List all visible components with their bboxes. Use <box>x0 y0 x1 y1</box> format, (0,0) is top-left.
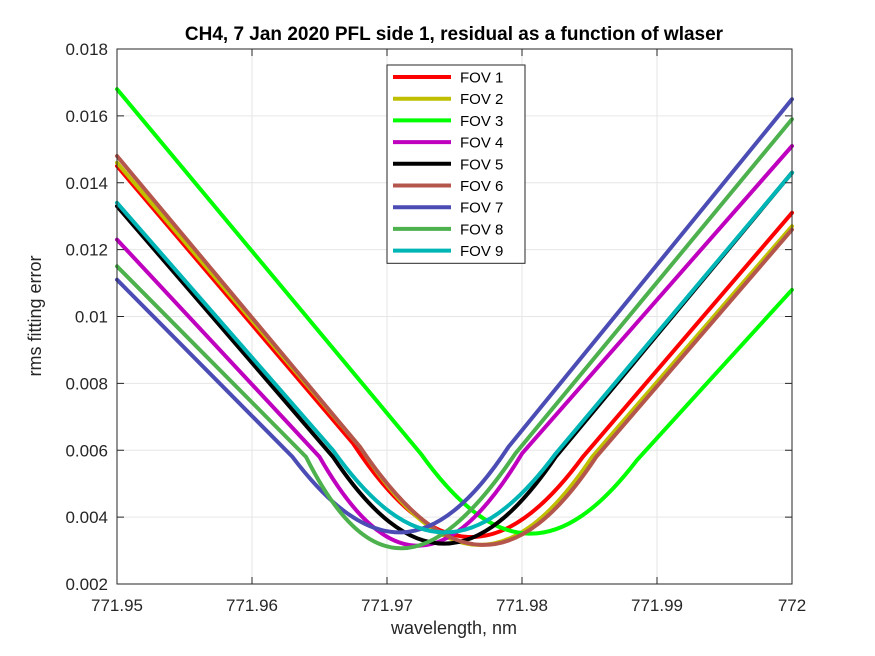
legend-label: FOV 5 <box>460 156 503 173</box>
legend: FOV 1 FOV 2 FOV 3 FOV 4 FOV 5 FOV 6 FOV 7 FOV 8… <box>386 64 526 264</box>
series-line-fov-8 <box>115 117 794 551</box>
series-layer <box>115 87 794 551</box>
legend-label: FOV 8 <box>460 221 503 238</box>
series-line-fov-3 <box>115 87 794 536</box>
y-tick-label: 0.016 <box>65 107 108 126</box>
legend-label: FOV 7 <box>460 200 503 217</box>
x-tick-label: 771.97 <box>361 596 413 615</box>
legend-label: FOV 4 <box>460 135 503 152</box>
legend-label: FOV 3 <box>460 113 503 130</box>
series-line-fov-7 <box>115 97 794 535</box>
chart-title: CH4, 7 Jan 2020 PFL side 1, residual as … <box>185 24 724 45</box>
legend-label: FOV 1 <box>460 70 503 87</box>
ticks <box>116 48 793 585</box>
y-tick-label: 0.004 <box>65 508 108 527</box>
y-tick-label: 0.002 <box>65 575 108 594</box>
y-tick-label: 0.006 <box>65 441 108 460</box>
y-tick-label: 0.01 <box>75 308 108 327</box>
y-tick-label: 0.018 <box>65 40 108 59</box>
legend-label: FOV 9 <box>460 243 503 260</box>
series-line-fov-6 <box>115 154 794 547</box>
x-axis-label: wavelength, nm <box>390 618 517 638</box>
x-tick-label: 772 <box>778 596 806 615</box>
series-line-fov-5 <box>115 170 794 546</box>
x-tick-label: 771.99 <box>631 596 683 615</box>
y-tick-label: 0.014 <box>65 174 108 193</box>
legend-label: FOV 2 <box>460 91 503 108</box>
tick-labels: 771.95 771.96 771.97 771.98 771.99 772 0.002 0.… <box>65 40 806 615</box>
y-tick-label: 0.012 <box>65 241 108 260</box>
x-tick-label: 771.96 <box>226 596 278 615</box>
x-tick-label: 771.95 <box>91 596 143 615</box>
series-line-fov-1 <box>115 164 794 540</box>
series-line-fov-9 <box>115 170 794 535</box>
legend-label: FOV 6 <box>460 178 503 195</box>
x-tick-label: 771.98 <box>496 596 548 615</box>
y-axis-label: rms fitting error <box>25 255 45 376</box>
y-tick-label: 0.008 <box>65 374 108 393</box>
